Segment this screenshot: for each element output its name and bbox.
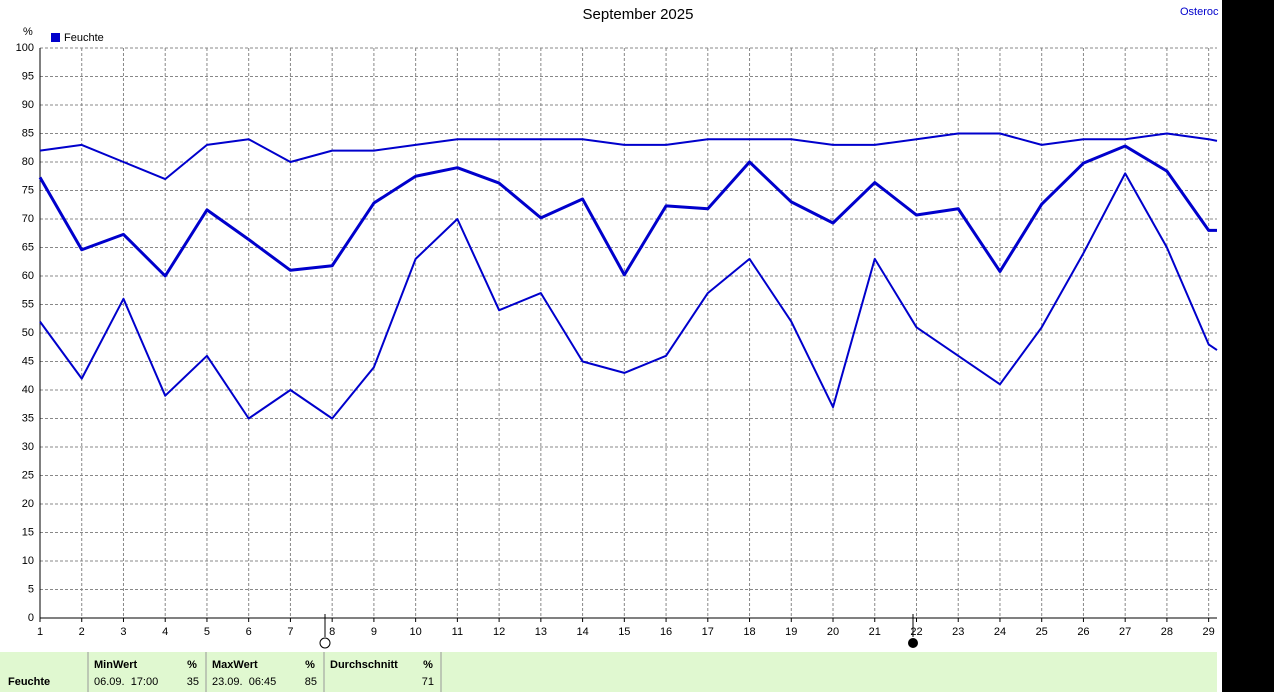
x-tick-label: 21 <box>869 626 881 638</box>
x-tick-label: 22 <box>910 626 922 638</box>
y-tick-label: 10 <box>22 555 34 567</box>
summary-time: 06.09. 17:00 <box>94 676 158 688</box>
x-tick-label: 14 <box>576 626 588 638</box>
summary-unit: % <box>423 659 433 671</box>
station-name: Osteroc <box>1180 6 1219 18</box>
marker-max <box>908 638 918 648</box>
x-tick-label: 5 <box>204 626 210 638</box>
y-tick-label: 50 <box>22 327 34 339</box>
x-tick-label: 26 <box>1077 626 1089 638</box>
y-tick-label: 90 <box>22 99 34 111</box>
x-tick-label: 8 <box>329 626 335 638</box>
x-tick-label: 1 <box>37 626 43 638</box>
y-tick-label: 55 <box>22 298 34 310</box>
summary-unit: % <box>305 659 315 671</box>
series-line <box>38 144 1217 278</box>
x-tick-label: 28 <box>1161 626 1173 638</box>
y-tick-label: 35 <box>22 412 34 424</box>
side-bar <box>1222 0 1274 692</box>
y-tick-label: 80 <box>22 156 34 168</box>
x-tick-label: 18 <box>743 626 755 638</box>
y-tick-label: 30 <box>22 441 34 453</box>
y-tick-label: 45 <box>22 355 34 367</box>
x-tick-label: 15 <box>618 626 630 638</box>
y-tick-label: 15 <box>22 526 34 538</box>
summary-value: 85 <box>305 676 317 688</box>
x-tick-label: 16 <box>660 626 672 638</box>
x-tick-label: 25 <box>1036 626 1048 638</box>
y-tick-label: 70 <box>22 213 34 225</box>
legend-label: Feuchte <box>64 32 104 44</box>
summary-time: 23.09. 06:45 <box>212 676 276 688</box>
summary-unit: % <box>187 659 197 671</box>
x-tick-label: 20 <box>827 626 839 638</box>
summary-header: MinWert <box>94 659 138 671</box>
y-tick-label: 100 <box>16 42 34 54</box>
marker-min <box>319 637 331 649</box>
summary-header: MaxWert <box>212 659 258 671</box>
x-tick-label: 27 <box>1119 626 1131 638</box>
x-tick-label: 11 <box>452 626 463 638</box>
y-tick-label: 5 <box>28 583 34 595</box>
y-tick-label: 0 <box>28 612 34 624</box>
x-tick-label: 10 <box>410 626 422 638</box>
chart-title: September 2025 <box>583 6 694 23</box>
x-tick-label: 3 <box>120 626 126 638</box>
x-tick-label: 24 <box>994 626 1006 638</box>
y-tick-label: 25 <box>22 469 34 481</box>
summary-panel <box>0 652 1217 692</box>
x-tick-label: 9 <box>371 626 377 638</box>
x-tick-label: 6 <box>246 626 252 638</box>
y-tick-label: 85 <box>22 127 34 139</box>
x-tick-label: 7 <box>287 626 293 638</box>
y-tick-label: 60 <box>22 270 34 282</box>
y-unit: % <box>23 26 33 38</box>
series-line <box>39 132 1218 181</box>
y-tick-label: 75 <box>22 184 34 196</box>
x-tick-label: 2 <box>79 626 85 638</box>
y-tick-label: 40 <box>22 384 34 396</box>
x-tick-label: 4 <box>162 626 168 638</box>
legend-swatch <box>51 33 60 42</box>
summary-value: 71 <box>422 676 434 688</box>
y-tick-label: 95 <box>22 70 34 82</box>
x-tick-label: 23 <box>952 626 964 638</box>
x-tick-label: 17 <box>702 626 714 638</box>
summary-row-label: Feuchte <box>8 676 50 688</box>
x-tick-label: 13 <box>535 626 547 638</box>
x-tick-label: 29 <box>1203 626 1215 638</box>
series-line <box>39 172 1218 420</box>
x-tick-label: 19 <box>785 626 797 638</box>
y-tick-label: 65 <box>22 241 34 253</box>
y-tick-label: 20 <box>22 498 34 510</box>
summary-header: Durchschnitt <box>330 659 398 671</box>
summary-value: 35 <box>187 676 199 688</box>
x-tick-label: 12 <box>493 626 505 638</box>
